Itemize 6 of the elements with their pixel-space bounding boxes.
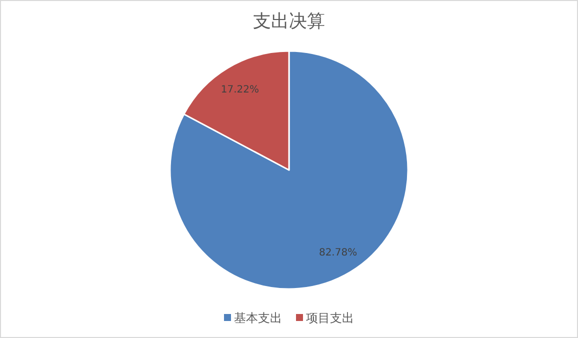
legend-label: 基本支出 <box>234 311 282 325</box>
data-label: 17.22% <box>220 84 260 96</box>
chart-title: 支出决算 <box>253 11 325 32</box>
data-label: 82.78% <box>318 248 358 259</box>
legend-label: 项目支出 <box>306 311 354 325</box>
pie-slice <box>169 50 409 290</box>
